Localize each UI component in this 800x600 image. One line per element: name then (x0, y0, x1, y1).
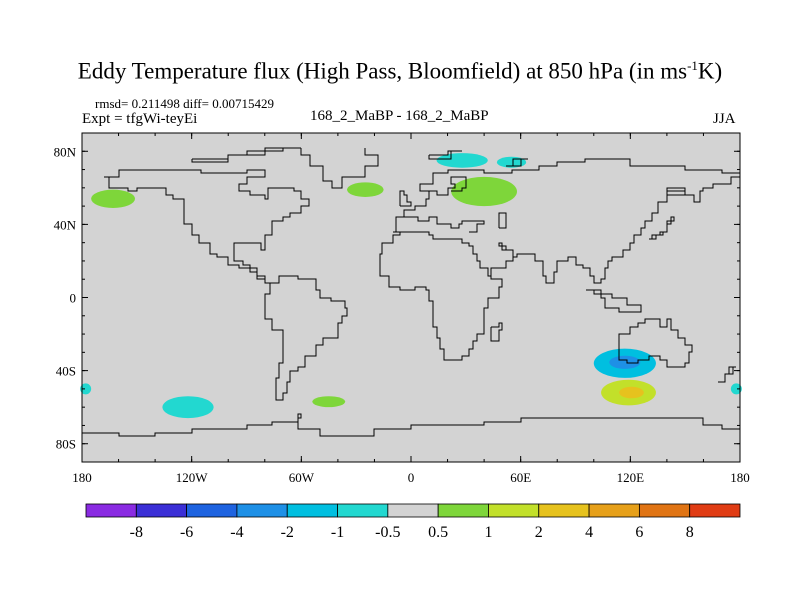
coast-north-america (104, 169, 310, 284)
coast-north-america-west (104, 176, 266, 283)
y-axis: 80N 40N 0 40S 80S (54, 144, 740, 452)
positive-anomaly-north-pacific (91, 189, 136, 208)
y-tick-label: 80N (54, 144, 77, 159)
colorbar-swatch (85, 503, 137, 518)
x-axis: 180 120W 60W 0 60E 120E 180 (72, 133, 750, 485)
coast-antarctica (82, 413, 741, 437)
coast-eurasia (393, 158, 741, 233)
positive-anomaly-south-atlantic (312, 396, 346, 408)
y-tick-label: 0 (70, 291, 77, 306)
x-tick-label: 120W (176, 470, 209, 485)
x-tick-label: 180 (730, 470, 750, 485)
anomaly-contours (80, 153, 742, 419)
x-tick-label: 60W (289, 470, 315, 485)
positive-anomaly-south-indian-ocean-core (619, 386, 644, 399)
y-tick-label: 80S (56, 437, 76, 452)
colorbar-label: -0.5 (375, 524, 400, 541)
colorbar-swatch (437, 503, 489, 518)
colorbar-label: 6 (635, 524, 643, 541)
colorbar-label: -6 (180, 524, 193, 541)
colorbar-swatch (538, 503, 590, 518)
colorbar-swatch (135, 503, 188, 518)
coast-british-isles (399, 190, 412, 207)
colorbar-label: -2 (281, 524, 294, 541)
colorbar-swatch (488, 503, 540, 518)
coast-japan (649, 216, 675, 240)
coast-east-asia (490, 176, 740, 284)
coast-mediterranean-north (407, 216, 485, 233)
colorbar-label: -1 (331, 524, 344, 541)
x-tick-label: 0 (408, 470, 415, 485)
colorbar-label: 2 (535, 524, 543, 541)
colorbar-label: 0.5 (428, 524, 448, 541)
x-tick-label: 180 (72, 470, 92, 485)
coast-sakhalin-box (666, 187, 686, 196)
coast-greenland (300, 148, 379, 189)
coast-indonesia (586, 289, 642, 313)
colorbar-label: 1 (484, 524, 492, 541)
coast-south-america (264, 275, 348, 401)
colorbar-label: -4 (230, 524, 243, 541)
x-tick-label: 120E (617, 470, 645, 485)
coast-new-zealand (718, 366, 736, 383)
comparison-label: 168_2_MaBP - 168_2_MaBP (310, 108, 489, 124)
colorbar-swatch (236, 503, 288, 518)
negative-anomaly-east-pacific-edge-right (730, 383, 742, 395)
colorbar-label: 4 (585, 524, 593, 541)
coastlines (82, 147, 741, 437)
y-tick-label: 40N (54, 217, 77, 232)
colorbar-swatch (286, 503, 338, 518)
negative-anomaly-east-pacific-edge (80, 383, 92, 395)
x-tick-label: 60E (510, 470, 531, 485)
positive-anomaly-north-atlantic (347, 182, 384, 197)
stats-label: rmsd= 0.211498 diff= 0.00715429 (95, 96, 274, 111)
coast-madagascar (490, 322, 503, 342)
colorbar-swatch (387, 503, 439, 518)
colorbar-swatch (337, 503, 389, 518)
y-tick-label: 40S (56, 364, 76, 379)
negative-anomaly-south-pacific (162, 396, 214, 419)
season-label: JJA (713, 111, 736, 127)
experiment-label: Expt = tfgWi-teyEi (82, 111, 198, 127)
coast-svalbard (428, 150, 462, 160)
colorbar-swatch (638, 503, 691, 518)
colorbar: -8 -6 -4 -2 -1 -0.5 0.5 1 2 4 6 8 (85, 503, 741, 541)
coast-arctic-islands (191, 147, 301, 163)
negative-anomaly-arctic-kara (496, 156, 527, 168)
colorbar-swatch (689, 503, 741, 518)
coast-caspian (498, 212, 507, 229)
coast-africa (379, 231, 503, 361)
coast-australia (618, 318, 693, 368)
colorbar-swatch (186, 503, 238, 518)
colorbar-label: 8 (686, 524, 694, 541)
negative-anomaly-arctic-barents (436, 153, 488, 168)
plot-title: Eddy Temperature flux (High Pass, Bloomf… (77, 58, 723, 84)
negative-anomaly-south-indian-ocean-core (609, 355, 641, 369)
coast-scandinavia (429, 176, 467, 196)
coast-novaya-zemlya (506, 158, 528, 167)
positive-anomaly-siberia (451, 176, 518, 207)
colorbar-swatch (588, 503, 640, 518)
colorbar-label: -8 (130, 524, 143, 541)
